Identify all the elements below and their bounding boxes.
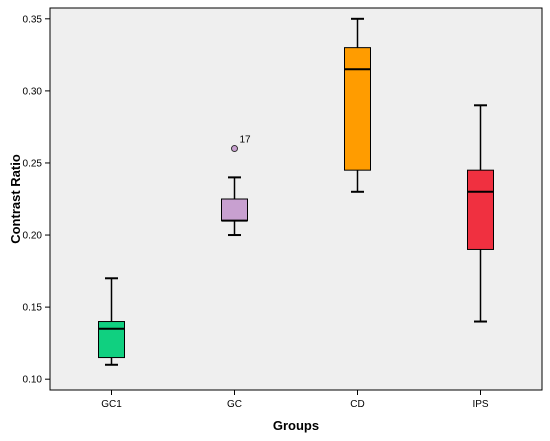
- x-tick-label: GC: [227, 399, 242, 410]
- y-tick-label: 0.30: [23, 86, 43, 97]
- y-axis-title: Contrast Ratio: [8, 154, 23, 244]
- x-axis: GC1 GC CD IPS: [101, 390, 489, 410]
- x-axis-title: Groups: [273, 418, 319, 433]
- x-tick-label: CD: [350, 399, 364, 410]
- y-axis: 0.10 0.15 0.20 0.25 0.30 0.35: [23, 14, 50, 386]
- y-tick-label: 0.20: [23, 231, 43, 242]
- iqr-box: [467, 169, 494, 250]
- box-ips: [467, 104, 494, 323]
- outlier-point: [231, 145, 238, 153]
- outlier-label: 17: [240, 135, 252, 146]
- y-tick-label: 0.35: [23, 14, 43, 25]
- x-tick-label: IPS: [472, 399, 488, 410]
- y-tick-label: 0.10: [23, 375, 43, 386]
- boxes-layer: 17: [98, 17, 494, 366]
- iqr-box: [221, 198, 248, 222]
- box-cd: [344, 17, 371, 193]
- y-tick-label: 0.25: [23, 158, 43, 169]
- x-tick-label: GC1: [101, 399, 122, 410]
- plot-area: [49, 7, 543, 391]
- box-gc1: [98, 277, 125, 366]
- box-gc: 17: [221, 135, 252, 237]
- y-tick-label: 0.15: [23, 303, 43, 314]
- iqr-box: [98, 321, 125, 359]
- iqr-box: [344, 47, 371, 171]
